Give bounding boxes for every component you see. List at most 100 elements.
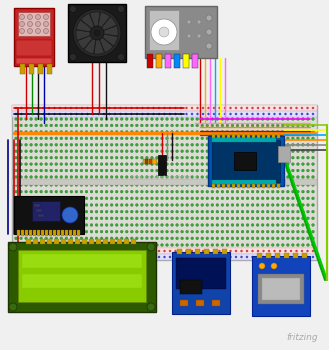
Wedge shape: [78, 33, 97, 49]
Wedge shape: [81, 14, 97, 33]
Circle shape: [94, 30, 100, 36]
Circle shape: [40, 244, 42, 246]
Circle shape: [9, 243, 17, 251]
Circle shape: [296, 176, 299, 178]
Circle shape: [165, 137, 168, 140]
Circle shape: [161, 124, 164, 127]
Bar: [145, 6, 217, 58]
Circle shape: [100, 217, 103, 220]
Circle shape: [186, 197, 189, 200]
Circle shape: [60, 156, 63, 159]
Circle shape: [164, 113, 165, 115]
Circle shape: [256, 224, 259, 226]
Circle shape: [119, 256, 122, 258]
Circle shape: [261, 118, 264, 120]
Circle shape: [20, 204, 22, 206]
Circle shape: [105, 197, 108, 200]
Circle shape: [295, 250, 298, 252]
Circle shape: [90, 137, 93, 140]
Circle shape: [276, 224, 279, 226]
Circle shape: [307, 244, 309, 246]
Bar: [227, 184, 230, 188]
Circle shape: [45, 244, 48, 246]
Circle shape: [187, 20, 191, 24]
Circle shape: [246, 150, 249, 153]
Circle shape: [307, 124, 309, 127]
Circle shape: [103, 113, 105, 115]
Circle shape: [136, 113, 138, 115]
Circle shape: [287, 137, 289, 140]
Circle shape: [231, 156, 234, 159]
Circle shape: [65, 184, 68, 187]
Circle shape: [186, 163, 189, 166]
Circle shape: [231, 230, 234, 233]
Circle shape: [103, 107, 105, 109]
Circle shape: [50, 176, 53, 178]
Circle shape: [60, 150, 63, 153]
Circle shape: [196, 230, 199, 233]
Bar: [12, 254, 317, 260]
Circle shape: [296, 156, 299, 159]
Circle shape: [196, 190, 199, 193]
Circle shape: [95, 197, 98, 200]
Circle shape: [25, 237, 27, 240]
Circle shape: [70, 118, 73, 120]
Circle shape: [110, 184, 113, 187]
Circle shape: [161, 244, 164, 246]
Circle shape: [236, 210, 239, 213]
Circle shape: [302, 217, 304, 220]
Circle shape: [130, 244, 133, 246]
Circle shape: [70, 210, 73, 213]
Circle shape: [120, 244, 123, 246]
Circle shape: [186, 113, 188, 115]
Circle shape: [296, 197, 299, 200]
Circle shape: [191, 150, 193, 153]
Circle shape: [120, 224, 123, 226]
Circle shape: [161, 156, 164, 159]
Circle shape: [211, 244, 214, 246]
Circle shape: [191, 244, 193, 246]
Bar: [195, 249, 200, 254]
Circle shape: [236, 237, 239, 240]
Circle shape: [176, 176, 179, 178]
Circle shape: [221, 230, 224, 233]
Circle shape: [35, 184, 38, 187]
Circle shape: [291, 210, 294, 213]
Circle shape: [14, 197, 17, 200]
Circle shape: [35, 210, 38, 213]
Circle shape: [180, 113, 182, 115]
Circle shape: [140, 137, 143, 140]
Circle shape: [20, 169, 22, 172]
Circle shape: [35, 176, 38, 178]
Circle shape: [105, 144, 108, 146]
Circle shape: [14, 204, 17, 206]
Circle shape: [14, 237, 17, 240]
Circle shape: [171, 176, 173, 178]
Circle shape: [65, 163, 68, 166]
Circle shape: [85, 184, 88, 187]
Circle shape: [125, 190, 128, 193]
Circle shape: [287, 230, 289, 233]
Circle shape: [140, 230, 143, 233]
Circle shape: [266, 230, 269, 233]
Circle shape: [251, 144, 254, 146]
Circle shape: [186, 204, 189, 206]
Circle shape: [115, 204, 118, 206]
Circle shape: [186, 256, 188, 258]
Bar: [156, 54, 162, 68]
Circle shape: [251, 190, 254, 193]
Circle shape: [115, 144, 118, 146]
Bar: [222, 184, 225, 188]
Circle shape: [301, 256, 303, 258]
Circle shape: [110, 163, 113, 166]
Circle shape: [291, 184, 294, 187]
Circle shape: [14, 190, 17, 193]
Circle shape: [216, 176, 219, 178]
Circle shape: [110, 244, 113, 246]
Circle shape: [296, 210, 299, 213]
Circle shape: [191, 210, 193, 213]
Bar: [45, 230, 48, 236]
Circle shape: [108, 256, 111, 258]
Circle shape: [25, 190, 27, 193]
Circle shape: [261, 244, 264, 246]
